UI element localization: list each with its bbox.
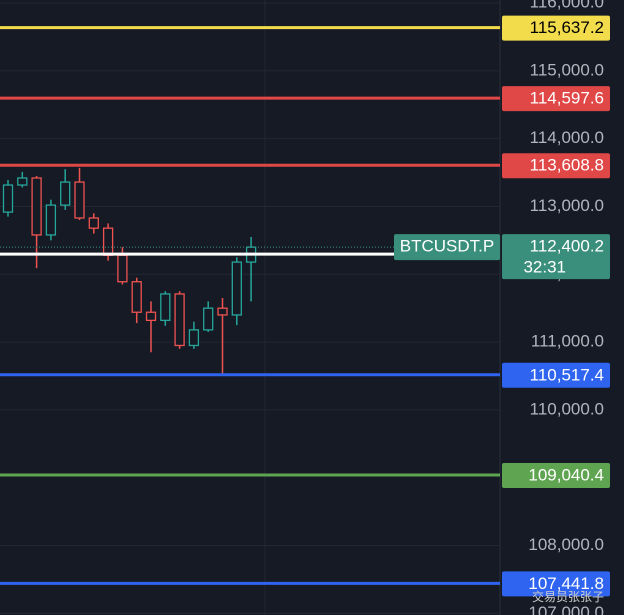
candle-body bbox=[145, 311, 157, 322]
y-tick-label: 111,000.0 bbox=[531, 332, 604, 351]
candle-body bbox=[60, 181, 71, 206]
level-label-box bbox=[502, 571, 610, 597]
watermark: 交易员张张子 bbox=[532, 589, 604, 604]
level-label-box bbox=[502, 153, 610, 179]
last-price-box bbox=[502, 234, 610, 280]
level-label-box bbox=[502, 15, 610, 41]
level-label: 107,441.8 bbox=[528, 574, 604, 593]
candle-body bbox=[31, 177, 42, 236]
candle-body bbox=[2, 184, 14, 213]
level-label-box bbox=[502, 362, 610, 388]
candle-body bbox=[203, 307, 214, 331]
y-tick-label: 108,000.0 bbox=[528, 535, 604, 554]
last-price-label: 112,400.2 bbox=[530, 237, 604, 256]
candle-body bbox=[74, 181, 85, 219]
candle-body bbox=[102, 227, 114, 256]
y-tick-label: 114,000.0 bbox=[530, 128, 604, 147]
level-label: 109,040.4 bbox=[528, 465, 604, 484]
level-label: 115,637.2 bbox=[530, 18, 604, 37]
candle-body bbox=[17, 177, 28, 186]
candle-body bbox=[88, 217, 99, 229]
y-tick-label: 115,000.0 bbox=[530, 60, 604, 79]
level-label: 113,608.8 bbox=[530, 156, 604, 175]
candle-body bbox=[231, 261, 242, 316]
symbol-box bbox=[394, 234, 500, 261]
candle-body bbox=[174, 293, 185, 347]
level-label: 114,597.6 bbox=[530, 89, 604, 108]
candle-body bbox=[117, 254, 128, 283]
candle-body bbox=[45, 204, 57, 236]
y-tick-label: 113,000.0 bbox=[530, 196, 604, 215]
y-tick-label: 107,000.0 bbox=[528, 603, 604, 615]
level-label-box bbox=[502, 86, 610, 112]
countdown-label: 32:31 bbox=[523, 258, 566, 277]
candle-body bbox=[188, 329, 200, 347]
y-tick-label: 116,000.0 bbox=[530, 0, 604, 12]
symbol-label: BTCUSDT.P bbox=[400, 237, 494, 256]
level-label: 110,517.4 bbox=[530, 365, 604, 384]
level-label-box bbox=[502, 462, 610, 488]
y-tick-label: 110,000.0 bbox=[530, 399, 604, 418]
candle-body bbox=[160, 293, 171, 322]
candle-body bbox=[217, 307, 228, 316]
candle-body bbox=[131, 281, 142, 313]
